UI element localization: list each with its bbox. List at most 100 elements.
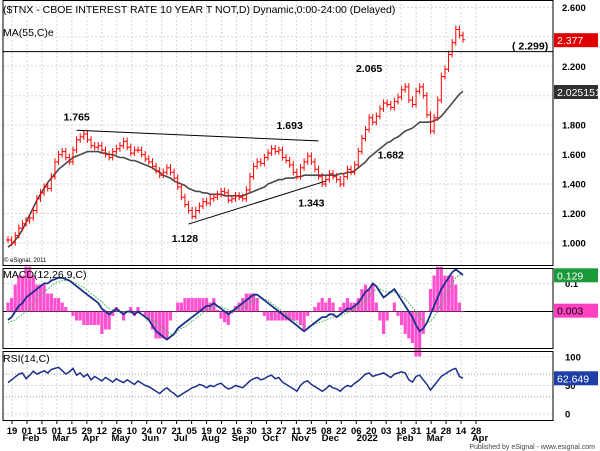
y-tick-label: 1.000 (562, 238, 586, 249)
macd-histogram-bar (219, 311, 223, 319)
price-annotation: 1.128 (172, 233, 198, 245)
macd-histogram-bar (461, 311, 465, 313)
x-day-label: 11 (291, 426, 302, 437)
macd-histogram-bar (165, 311, 169, 339)
macd-histogram-bar (270, 311, 274, 321)
ma-value-tag: 2.025151 (554, 85, 600, 100)
x-day-label: 19 (201, 426, 212, 437)
x-day-label: 13 (261, 426, 272, 437)
macd-histogram-bar (197, 298, 201, 312)
macd-histogram-bar (154, 311, 158, 339)
macd-line (7, 268, 464, 341)
macd-histogram-bar (457, 302, 461, 312)
macd-histogram-bar (172, 311, 176, 313)
macd-histogram-bar (201, 298, 205, 312)
ma-legend: MA(55,C)e (3, 27, 54, 39)
macd-hist-tag-text: 0.003 (557, 306, 583, 318)
macd-histogram-bar (295, 311, 299, 321)
rsi-line (7, 366, 464, 398)
macd-histogram-bar (10, 298, 14, 312)
macd-histogram-bar (194, 298, 198, 312)
macd-value-tag: 0.129 (554, 268, 598, 283)
macd-histogram-bar (129, 307, 133, 312)
x-day-label: 20 (366, 426, 377, 437)
macd-histogram-bar (28, 266, 32, 312)
x-day-label: 15 (67, 426, 78, 437)
x-day-label: 21 (171, 426, 182, 437)
x-month-label: Mar (427, 433, 444, 444)
x-day-label: 14 (456, 426, 467, 437)
macd-histogram-bar (338, 307, 342, 312)
macd-histogram-bar (363, 284, 368, 312)
x-month-label: Aug (201, 433, 220, 444)
x-day-label: 15 (37, 426, 48, 437)
published-by-text: Published by eSignal - www.esignal.com (469, 444, 595, 451)
current-price-tag-text: 2.377 (557, 35, 583, 47)
macd-histogram-bar (67, 311, 71, 313)
macd-histogram-bar (85, 311, 90, 325)
macd-histogram-bar (298, 311, 303, 325)
macd-histogram-bar (414, 311, 418, 357)
macd-histogram-bar (136, 307, 140, 312)
macd-histogram-bar (78, 311, 82, 321)
x-day-label: 12 (97, 426, 108, 437)
macd-histogram-bar (345, 298, 350, 312)
x-day-label: 29 (82, 426, 93, 437)
macd-histogram-bar (49, 293, 53, 312)
rsi-value-tag-text: 62.649 (557, 373, 589, 385)
macd-histogram-bar (140, 311, 144, 313)
macd-histogram-bar (454, 284, 458, 312)
macd-histogram-bar (71, 311, 75, 316)
macd-histogram-bar (349, 302, 353, 312)
x-month-label: Oct (263, 433, 280, 444)
ma-value-tag-text: 2.025151 (557, 87, 600, 99)
x-month-label: Jul (174, 433, 188, 444)
macd-histogram-bar (273, 311, 277, 321)
macd-histogram-bar (313, 307, 317, 312)
x-month-label: Apr (472, 433, 489, 444)
macd-histogram-bar (82, 311, 86, 325)
macd-histogram-bar (367, 289, 371, 312)
y-tick-label: 100 (565, 353, 581, 364)
x-month-label: Sep (232, 433, 250, 444)
macd-histogram-bar (89, 311, 93, 325)
macd-histogram-bar (356, 298, 360, 312)
macd-histogram-bar (403, 311, 407, 334)
macd-histogram-bar (107, 311, 111, 330)
macd-histogram-bar (13, 284, 17, 312)
macd-histogram-bar (205, 298, 209, 312)
x-day-label: 24 (141, 426, 152, 437)
x-day-label: 08 (321, 426, 332, 437)
price-annotation: 2.065 (356, 63, 382, 75)
macd-histogram-bar (389, 311, 393, 313)
macd-histogram-bar (176, 302, 180, 312)
y-tick-label: 1.200 (562, 209, 586, 220)
x-month-label: Apr (83, 433, 100, 444)
macd-histogram-bar (150, 311, 155, 330)
macd-histogram-bar (6, 302, 10, 312)
macd-histogram-bar (306, 311, 310, 316)
macd-histogram-bar (425, 311, 429, 313)
x-day-label: 31 (411, 426, 422, 437)
macd-histogram-bar (309, 311, 313, 313)
macd-histogram-bar (179, 302, 183, 312)
macd-histogram-bar (428, 289, 433, 312)
macd-histogram-bar (316, 302, 321, 312)
macd-histogram-bar (241, 298, 245, 312)
macd-histogram-bar (24, 266, 28, 312)
macd-histogram-bar (418, 311, 422, 357)
current-price-tag: 2.377 (554, 33, 598, 48)
x-day-label: 22 (336, 426, 347, 437)
rsi-value-tag: 62.649 (554, 371, 598, 386)
macd-histogram-bar (183, 298, 187, 312)
x-day-label: 10 (126, 426, 137, 437)
price-annotation: 1.765 (63, 111, 89, 123)
macd-histogram-bar (60, 302, 64, 312)
trendline-lower (188, 180, 326, 225)
macd-histogram-bar (38, 284, 43, 312)
y-tick-label: 1.800 (562, 121, 586, 132)
copyright-text: © eSignal, 2011 (4, 257, 47, 264)
macd-histogram-bar (342, 302, 346, 312)
macd-histogram-bar (20, 275, 25, 312)
